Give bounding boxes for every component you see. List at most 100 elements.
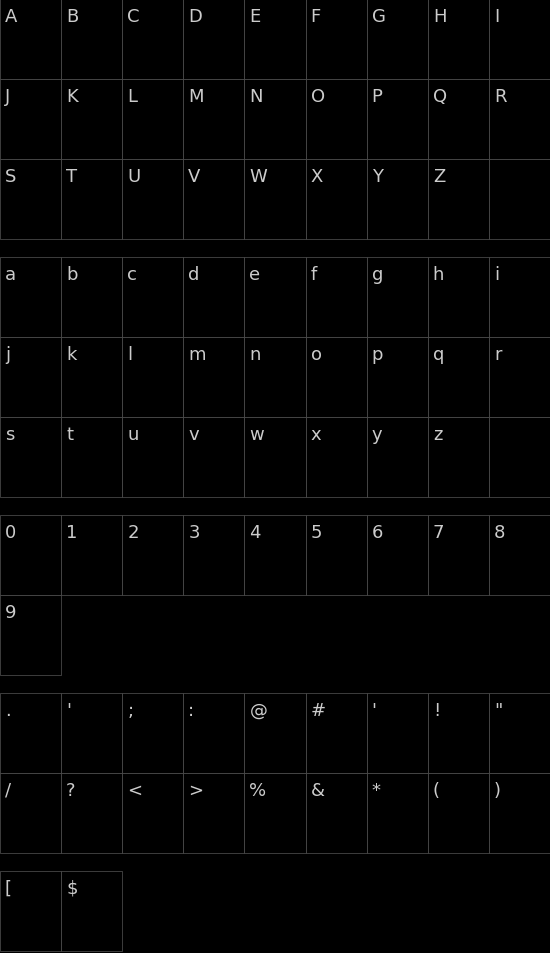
Text: U: U: [127, 168, 140, 186]
Bar: [0, 0, 61, 80]
Text: E: E: [250, 8, 261, 26]
Bar: [244, 417, 306, 497]
Bar: [306, 417, 367, 497]
Bar: [428, 80, 489, 160]
Text: 8: 8: [494, 523, 505, 541]
Text: Q: Q: [433, 88, 447, 106]
Bar: [61, 160, 122, 240]
Bar: [244, 693, 306, 773]
Text: w: w: [250, 426, 264, 443]
Bar: [0, 516, 61, 596]
Text: 0: 0: [5, 523, 16, 541]
Bar: [183, 516, 244, 596]
Bar: [122, 693, 183, 773]
Bar: [122, 337, 183, 417]
Bar: [61, 80, 122, 160]
Text: i: i: [494, 266, 499, 284]
Text: P: P: [372, 88, 383, 106]
Text: e: e: [250, 266, 261, 284]
Text: M: M: [188, 88, 204, 106]
Text: j: j: [5, 346, 10, 364]
Text: t: t: [66, 426, 73, 443]
Bar: [61, 417, 122, 497]
Text: L: L: [127, 88, 137, 106]
Bar: [306, 0, 367, 80]
Bar: [244, 516, 306, 596]
Text: G: G: [372, 8, 386, 26]
Bar: [489, 337, 550, 417]
Bar: [244, 257, 306, 337]
Bar: [122, 160, 183, 240]
Bar: [428, 0, 489, 80]
Text: l: l: [127, 346, 133, 364]
Text: 6: 6: [372, 523, 383, 541]
Text: <: <: [127, 781, 142, 800]
Bar: [367, 257, 428, 337]
Text: g: g: [372, 266, 383, 284]
Bar: [428, 773, 489, 853]
Bar: [61, 0, 122, 80]
Bar: [183, 257, 244, 337]
Text: &: &: [311, 781, 324, 800]
Text: $: $: [66, 879, 78, 897]
Bar: [0, 160, 61, 240]
Bar: [61, 871, 122, 951]
Bar: [244, 773, 306, 853]
Text: o: o: [311, 346, 322, 364]
Text: ": ": [494, 701, 502, 720]
Text: *: *: [372, 781, 381, 800]
Text: J: J: [5, 88, 10, 106]
Text: :: :: [188, 701, 195, 720]
Bar: [0, 693, 61, 773]
Bar: [306, 773, 367, 853]
Text: q: q: [433, 346, 444, 364]
Bar: [61, 693, 122, 773]
Bar: [489, 80, 550, 160]
Text: .: .: [5, 701, 11, 720]
Bar: [0, 257, 61, 337]
Bar: [489, 693, 550, 773]
Text: /: /: [5, 781, 11, 800]
Text: #: #: [311, 701, 326, 720]
Text: S: S: [5, 168, 16, 186]
Text: h: h: [433, 266, 444, 284]
Bar: [489, 516, 550, 596]
Text: Y: Y: [372, 168, 383, 186]
Text: p: p: [372, 346, 383, 364]
Bar: [183, 773, 244, 853]
Bar: [367, 80, 428, 160]
Text: B: B: [66, 8, 78, 26]
Bar: [183, 160, 244, 240]
Bar: [489, 160, 550, 240]
Text: [: [: [5, 879, 12, 897]
Text: H: H: [433, 8, 446, 26]
Text: a: a: [5, 266, 16, 284]
Text: %: %: [250, 781, 267, 800]
Bar: [367, 337, 428, 417]
Bar: [122, 417, 183, 497]
Bar: [428, 417, 489, 497]
Text: K: K: [66, 88, 78, 106]
Text: r: r: [494, 346, 502, 364]
Text: T: T: [66, 168, 77, 186]
Bar: [306, 693, 367, 773]
Text: @: @: [250, 701, 267, 720]
Bar: [0, 871, 61, 951]
Bar: [489, 773, 550, 853]
Text: 2: 2: [127, 523, 139, 541]
Text: d: d: [188, 266, 200, 284]
Bar: [61, 773, 122, 853]
Bar: [183, 0, 244, 80]
Bar: [244, 80, 306, 160]
Text: m: m: [188, 346, 206, 364]
Bar: [367, 516, 428, 596]
Text: f: f: [311, 266, 317, 284]
Text: F: F: [311, 8, 321, 26]
Bar: [0, 417, 61, 497]
Text: C: C: [127, 8, 140, 26]
Text: X: X: [311, 168, 323, 186]
Bar: [306, 516, 367, 596]
Bar: [0, 80, 61, 160]
Bar: [122, 0, 183, 80]
Text: V: V: [188, 168, 201, 186]
